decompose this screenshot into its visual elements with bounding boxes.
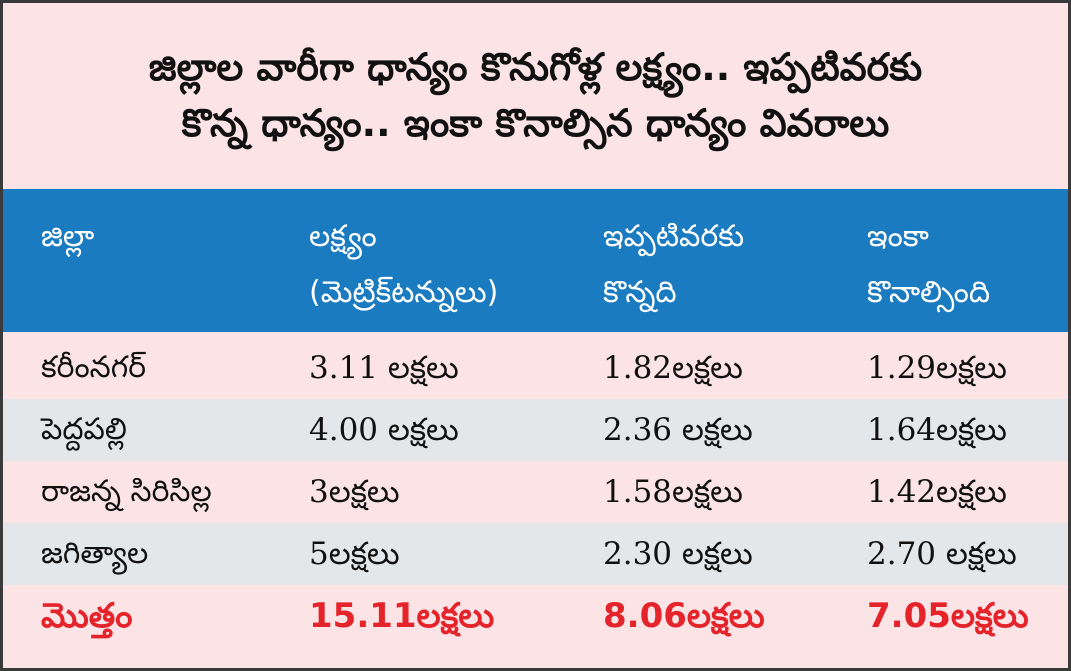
table-row: రాజన్న సిరిసిల్ల 3లక్షలు 1.58లక్షలు 1.42… bbox=[3, 461, 1068, 523]
table-row: కరీంనగర్‌ 3.11 లక్షలు 1.82లక్షలు 1.29లక్… bbox=[3, 337, 1068, 399]
bought-cell: 1.58లక్షలు bbox=[603, 474, 743, 510]
header-target-line-2: (మెట్రిక్‌టన్నులు) bbox=[309, 275, 499, 310]
total-bought: 8.06లక్షలు bbox=[603, 596, 765, 636]
table-header: జిల్లా లక్ష్యం (మెట్రిక్‌టన్నులు) ఇప్పటి… bbox=[3, 189, 1068, 332]
header-district-label: జిల్లా bbox=[41, 219, 95, 254]
total-remaining: 7.05లక్షలు bbox=[867, 596, 1029, 636]
target-cell: 3లక్షలు bbox=[309, 474, 400, 510]
table-row: పెద్దపల్లి 4.00 లక్షలు 2.36 లక్షలు 1.64ల… bbox=[3, 399, 1068, 461]
header-bought: ఇప్పటివరకు కొన్నది bbox=[603, 209, 744, 321]
title-block: జిల్లాల వారీగా ధాన్యం కొనుగోళ్ల లక్ష్యం.… bbox=[3, 3, 1068, 189]
header-bought-line-2: కొన్నది bbox=[603, 275, 677, 310]
district-cell: కరీంనగర్‌ bbox=[41, 350, 146, 385]
header-bought-line-1: ఇప్పటివరకు bbox=[603, 219, 745, 254]
bought-cell: 2.30 లక్షలు bbox=[603, 536, 753, 572]
table-row: జగిత్యాల 5లక్షలు 2.30 లక్షలు 2.70 లక్షలు bbox=[3, 523, 1068, 585]
remaining-cell: 1.42లక్షలు bbox=[867, 474, 1007, 510]
total-target: 15.11లక్షలు bbox=[309, 596, 495, 636]
district-cell: రాజన్న సిరిసిల్ల bbox=[41, 474, 212, 509]
title-line-1: జిల్లాల వారీగా ధాన్యం కొనుగోళ్ల లక్ష్యం.… bbox=[148, 45, 923, 90]
remaining-cell: 1.64లక్షలు bbox=[867, 412, 1007, 448]
target-cell: 4.00 లక్షలు bbox=[309, 412, 459, 448]
target-cell: 5లక్షలు bbox=[309, 536, 400, 572]
total-row: మొత్తం 15.11లక్షలు 8.06లక్షలు 7.05లక్షలు bbox=[3, 585, 1068, 647]
header-remaining: ఇంకా కొనాల్సింది bbox=[867, 209, 990, 321]
header-target-line-1: లక్ష్యం bbox=[309, 219, 377, 254]
title-line-2: కొన్న ధాన్యం.. ఇంకా కొనాల్సిన ధాన్యం వివ… bbox=[181, 101, 890, 145]
bought-cell: 1.82లక్షలు bbox=[603, 350, 743, 386]
header-target: లక్ష్యం (మెట్రిక్‌టన్నులు) bbox=[309, 209, 498, 321]
remaining-cell: 1.29లక్షలు bbox=[867, 350, 1007, 386]
header-district: జిల్లా bbox=[41, 209, 94, 265]
target-cell: 3.11 లక్షలు bbox=[309, 350, 459, 386]
bought-cell: 2.36 లక్షలు bbox=[603, 412, 753, 448]
header-remaining-line-1: ఇంకా bbox=[867, 219, 929, 254]
header-remaining-line-2: కొనాల్సింది bbox=[867, 275, 990, 310]
total-label: మొత్తం bbox=[41, 596, 133, 636]
district-cell: జగిత్యాల bbox=[41, 536, 149, 571]
remaining-cell: 2.70 లక్షలు bbox=[867, 536, 1017, 572]
district-cell: పెద్దపల్లి bbox=[41, 412, 127, 447]
